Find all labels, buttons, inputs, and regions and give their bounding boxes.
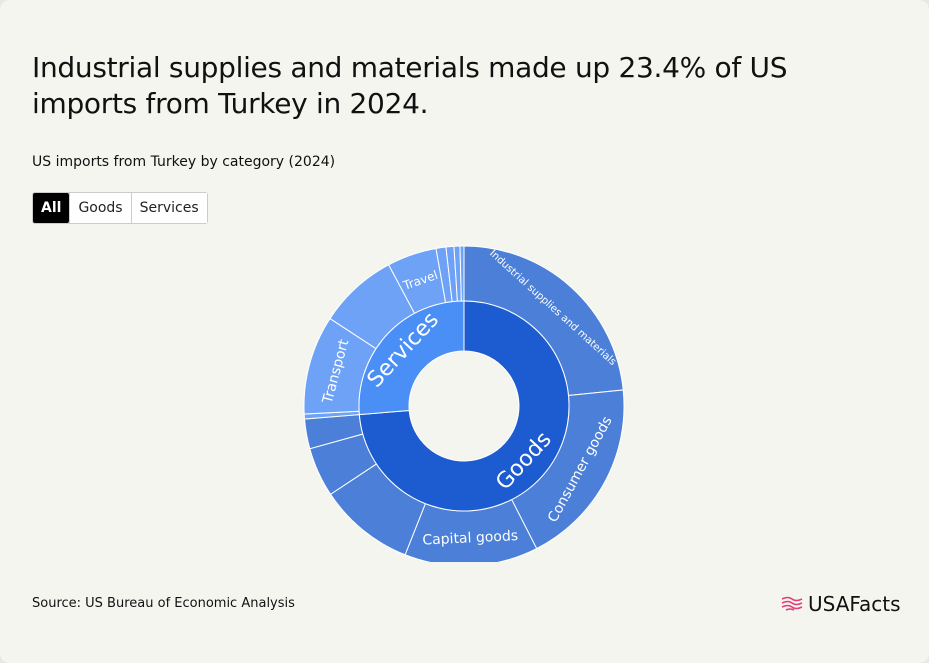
tab[interactable]: All (33, 193, 70, 223)
tab-bar: All Goods Services (32, 192, 208, 224)
inner-segment (358, 300, 570, 512)
chart-title: Industrial supplies and materials made u… (32, 51, 788, 120)
tab[interactable]: Goods (69, 193, 131, 223)
source: Source: US Bureau of Economic Analysis (32, 596, 295, 611)
chart-subtitle: US imports from Turkey by category (2024… (32, 154, 336, 170)
brand-name: USAFacts (808, 592, 901, 616)
brand: USAFacts (780, 592, 901, 616)
tab[interactable]: Services (130, 193, 207, 223)
brand-icon (781, 596, 803, 611)
inner-segment (358, 300, 465, 416)
segment-label: Capital goods (422, 528, 518, 548)
